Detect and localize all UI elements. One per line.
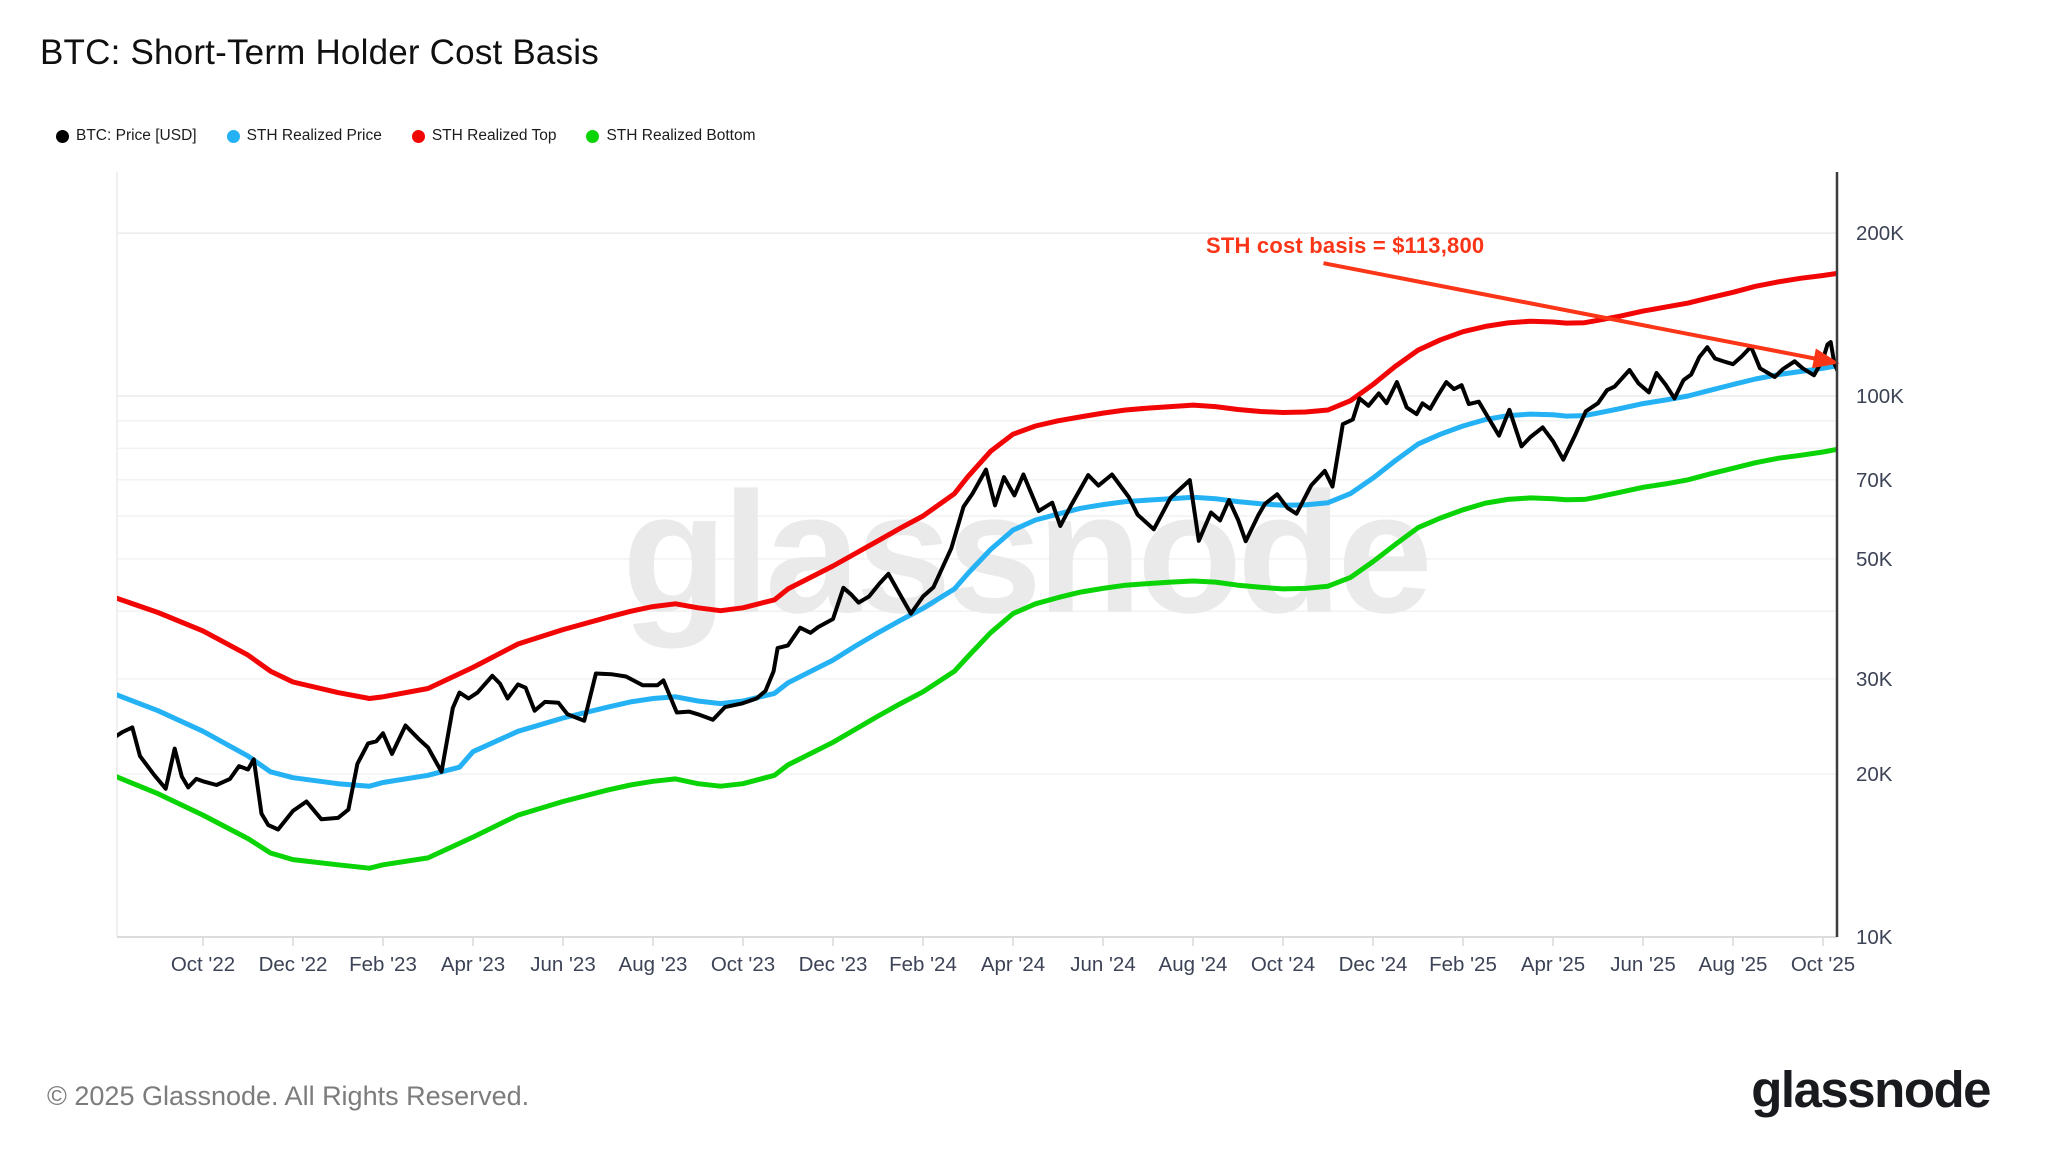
series-btc-price-usd- (117, 340, 1837, 832)
legend-item-btc-price[interactable]: BTC: Price [USD] (56, 127, 197, 145)
x-axis-label: Jun '24 (1070, 953, 1135, 976)
annotation-arrowhead (1812, 348, 1840, 369)
x-axis-label: Aug '24 (1159, 953, 1228, 976)
series-sth-realized-price (117, 363, 1837, 789)
x-axis-label: Dec '24 (1339, 953, 1408, 976)
y-axis-label: 10K (1856, 926, 1893, 949)
x-axis-label: Dec '23 (799, 953, 868, 976)
y-axis-label: 200K (1856, 222, 1904, 245)
legend-dot-icon (586, 129, 600, 143)
legend-item-sth-realized-top[interactable]: STH Realized Top (411, 127, 557, 145)
legend-dot-icon (56, 129, 69, 143)
x-axis-label: Aug '23 (619, 953, 688, 976)
series-sth-realized-top (117, 270, 1837, 701)
legend-label: STH Realized Price (246, 127, 382, 144)
y-axis-label: 50K (1856, 548, 1893, 571)
annotation-arrow-line (1323, 261, 1821, 362)
y-axis-label: 70K (1856, 469, 1893, 492)
legend-dot-icon (226, 129, 240, 143)
x-axis-label: Oct '22 (171, 953, 235, 976)
legend-label: STH Realized Top (431, 127, 557, 144)
legend: BTC: Price [USD] STH Realized Price STH … (56, 127, 756, 145)
x-axis-label: Apr '25 (1521, 953, 1585, 976)
glassnode-logo: glassnode (1751, 1061, 1991, 1118)
page-title: BTC: Short-Term Holder Cost Basis (40, 33, 599, 72)
x-axis-label: Oct '23 (711, 953, 775, 976)
legend-label: STH Realized Bottom (606, 127, 756, 144)
legend-dot-icon (411, 129, 425, 143)
y-axis-label: 30K (1856, 668, 1893, 691)
legend-item-sth-realized-price[interactable]: STH Realized Price (226, 127, 382, 145)
copyright-text: © 2025 Glassnode. All Rights Reserved. (47, 1081, 530, 1111)
x-axis-label: Jun '23 (530, 953, 595, 976)
plot-area[interactable] (117, 172, 1837, 937)
series-sth-realized-bottom (117, 446, 1837, 871)
x-axis-label: Apr '24 (981, 953, 1045, 976)
annotation-sth-cost-basis: STH cost basis = $113,800 (1206, 233, 1485, 258)
legend-label: BTC: Price [USD] (76, 127, 197, 144)
x-axis-label: Feb '25 (1429, 953, 1497, 976)
x-axis-label: Jun '25 (1610, 953, 1675, 976)
x-axis-label: Dec '22 (259, 953, 328, 976)
x-axis-label: Aug '25 (1699, 953, 1768, 976)
x-axis-label: Oct '25 (1791, 953, 1855, 976)
x-axis-label: Oct '24 (1251, 953, 1315, 976)
legend-item-sth-realized-bottom[interactable]: STH Realized Bottom (586, 127, 756, 145)
x-axis-label: Feb '24 (889, 953, 957, 976)
y-axis-label: 100K (1856, 385, 1904, 408)
glassnode-watermark: glassnode (622, 457, 1428, 649)
x-axis-label: Apr '23 (441, 953, 505, 976)
x-axis-label: Feb '23 (349, 953, 417, 976)
y-axis-label: 20K (1856, 763, 1893, 786)
